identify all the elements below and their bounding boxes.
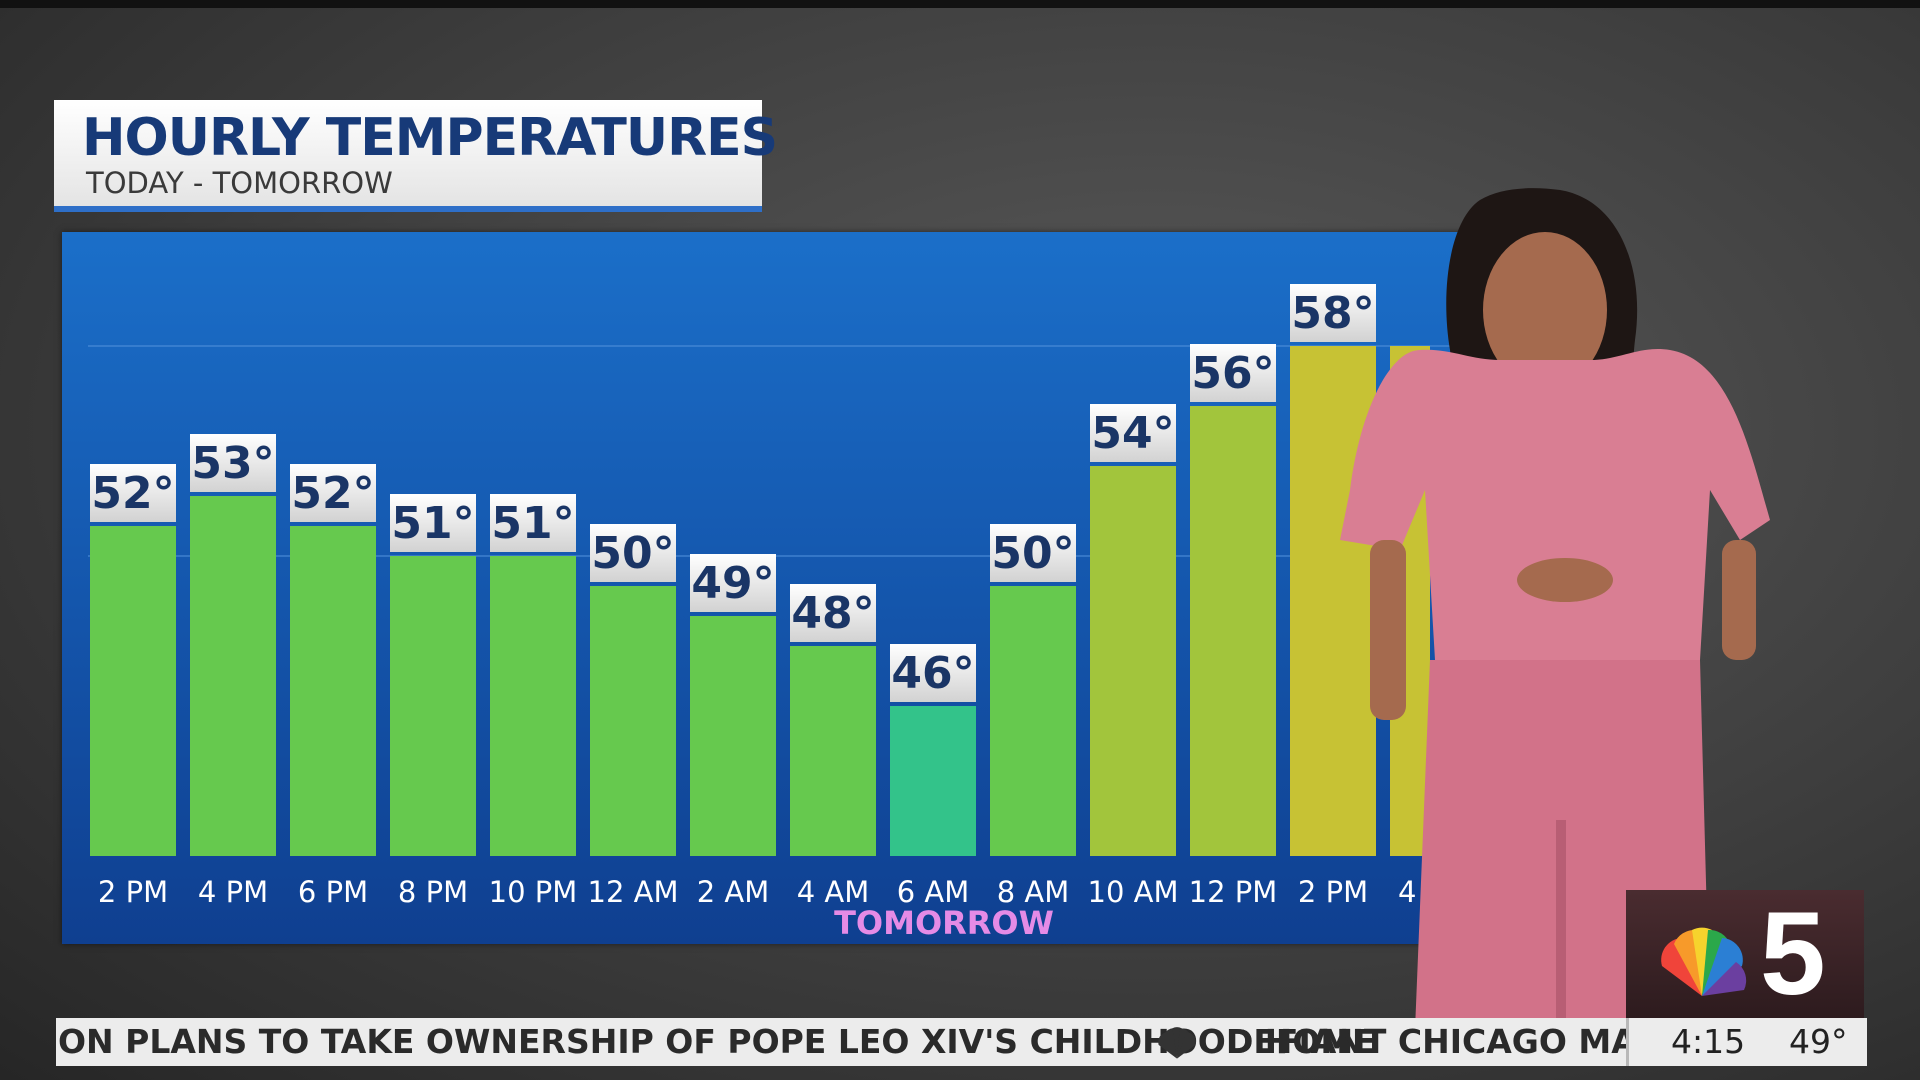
bar-5 bbox=[590, 586, 676, 856]
data-label-4: 51° bbox=[491, 498, 574, 549]
data-label-6: 49° bbox=[691, 558, 774, 609]
data-label-11: 56° bbox=[1191, 348, 1274, 399]
tick-label-0: 2 PM bbox=[98, 875, 168, 909]
data-label-box-4 bbox=[490, 494, 576, 552]
ticker-headline-right: DEFIANT CHICAGO MAYOR bbox=[1226, 1022, 1626, 1061]
bar-3 bbox=[390, 556, 476, 856]
tick-label-3: 8 PM bbox=[398, 875, 468, 909]
bar-2 bbox=[290, 526, 376, 856]
data-label-5: 50° bbox=[591, 528, 674, 579]
tick-label-9: 8 AM bbox=[997, 875, 1070, 909]
data-label-12: 58° bbox=[1291, 288, 1374, 339]
top-frame-bar bbox=[0, 0, 1920, 8]
tick-label-5: 12 AM bbox=[588, 875, 679, 909]
data-label-box-6 bbox=[690, 554, 776, 612]
bar-6 bbox=[690, 616, 776, 856]
bar-7 bbox=[790, 646, 876, 856]
tick-label-1: 4 PM bbox=[198, 875, 268, 909]
data-label-box-12 bbox=[1290, 284, 1376, 342]
data-label-10: 54° bbox=[1091, 408, 1174, 459]
data-label-9: 50° bbox=[991, 528, 1074, 579]
chart-title-box: HOURLY TEMPERATURES TODAY - TOMORROW bbox=[54, 100, 778, 212]
bar-10 bbox=[1090, 466, 1176, 856]
tick-label-2: 6 PM bbox=[298, 875, 368, 909]
bar-1 bbox=[190, 496, 276, 856]
chart-panel: 52° 2 PM 53° 4 PM 52° 6 PM 51° 8 PM 51° 10 PM 50° 1… bbox=[62, 232, 1492, 944]
tick-label-6: 2 AM bbox=[697, 875, 770, 909]
data-label-box-1 bbox=[190, 434, 276, 492]
current-time: 4:15 bbox=[1671, 1022, 1746, 1061]
data-label-box-11 bbox=[1190, 344, 1276, 402]
chart-subtitle: TODAY - TOMORROW bbox=[86, 166, 393, 200]
data-label-box-9 bbox=[990, 524, 1076, 582]
ticker-headline-left: ON PLANS TO TAKE OWNERSHIP OF POPE LEO X… bbox=[58, 1022, 1376, 1061]
chart-title: HOURLY TEMPERATURES bbox=[82, 108, 778, 168]
news-ticker: ON PLANS TO TAKE OWNERSHIP OF POPE LEO X… bbox=[56, 1018, 1626, 1066]
tick-label-8: 6 AM bbox=[897, 875, 970, 909]
tick-label-7: 4 AM bbox=[797, 875, 870, 909]
tick-label-12: 2 PM bbox=[1298, 875, 1368, 909]
data-label-0: 52° bbox=[91, 468, 174, 519]
bar-chart: 52° 2 PM 53° 4 PM 52° 6 PM 51° 8 PM 51° 10 PM 50° 1… bbox=[88, 284, 1466, 942]
bar-9 bbox=[990, 586, 1076, 856]
bar-4 bbox=[490, 556, 576, 856]
data-label-box-7 bbox=[790, 584, 876, 642]
data-label-box-2 bbox=[290, 464, 376, 522]
bar-11 bbox=[1190, 406, 1276, 856]
data-label-box-10 bbox=[1090, 404, 1176, 462]
current-temperature: 49° bbox=[1789, 1022, 1848, 1061]
tick-label-4: 10 PM bbox=[489, 875, 578, 909]
data-label-1: 53° bbox=[191, 438, 274, 489]
data-label-box-5 bbox=[590, 524, 676, 582]
data-label-7: 48° bbox=[791, 588, 874, 639]
data-label-2: 52° bbox=[291, 468, 374, 519]
tick-label-13: 4 bbox=[1398, 875, 1416, 909]
tick-label-11: 12 PM bbox=[1189, 875, 1278, 909]
tick-label-10: 10 AM bbox=[1088, 875, 1179, 909]
peacock-icon bbox=[1661, 927, 1747, 996]
channel-number: 5 bbox=[1760, 888, 1826, 1020]
tomorrow-annotation: TOMORROW bbox=[834, 904, 1054, 942]
bar-0 bbox=[90, 526, 176, 856]
data-label-box-0 bbox=[90, 464, 176, 522]
data-label-box-3 bbox=[390, 494, 476, 552]
peacock-small-icon bbox=[1158, 1027, 1196, 1059]
time-temp-box: 4:15 49° bbox=[1626, 1018, 1867, 1066]
data-label-8: 46° bbox=[891, 648, 974, 699]
data-label-box-8 bbox=[890, 644, 976, 702]
data-label-3: 51° bbox=[391, 498, 474, 549]
bar-12 bbox=[1290, 346, 1376, 856]
bar-8 bbox=[890, 706, 976, 856]
